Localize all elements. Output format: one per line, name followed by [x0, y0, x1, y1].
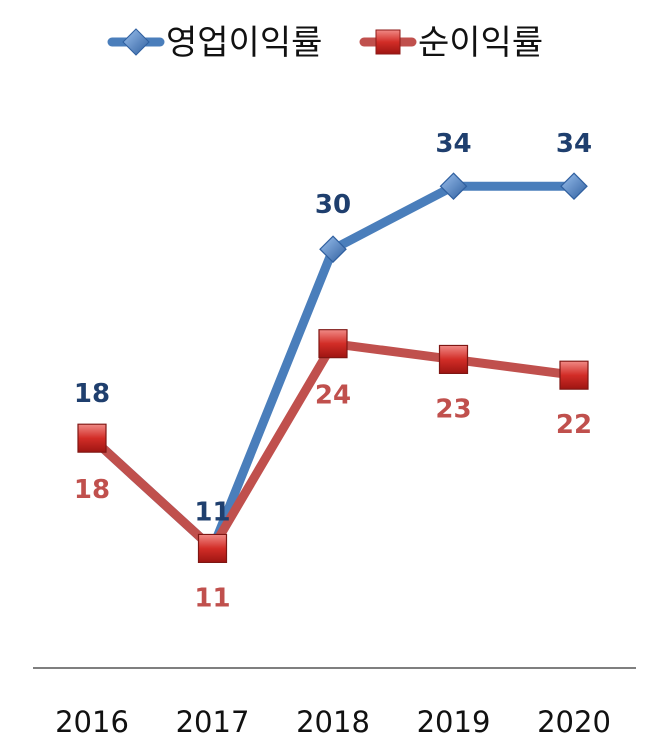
data-point-series-1[interactable] [319, 235, 347, 264]
data-label-series-2: 24 [315, 381, 351, 411]
data-point-series-2[interactable] [197, 533, 228, 564]
data-point-series-1[interactable] [439, 172, 468, 201]
data-label-series-1: 34 [556, 129, 592, 159]
data-label-series-1: 34 [435, 129, 471, 159]
data-point-series-2[interactable] [438, 344, 469, 375]
x-tick-label: 2020 [537, 705, 611, 739]
data-point-series-2[interactable] [77, 423, 107, 453]
data-point-series-2[interactable] [318, 329, 348, 359]
data-label-series-1: 18 [74, 379, 110, 409]
legend: 영업이익률 순이익률 [107, 23, 543, 63]
x-tick-label: 2018 [296, 705, 370, 739]
x-tick-label: 2019 [417, 705, 491, 739]
data-label-series-2: 11 [194, 583, 230, 613]
legend-marker-series-1 [122, 28, 150, 56]
data-label-series-1: 30 [315, 190, 351, 220]
legend-label-series-2: 순이익률 [418, 23, 543, 63]
data-label-series-2: 22 [556, 410, 592, 440]
legend-label-series-1: 영업이익률 [166, 23, 322, 63]
data-label-series-2: 23 [435, 394, 471, 424]
data-label-series-2: 18 [74, 475, 110, 505]
legend-item-series-1[interactable]: 영업이익률 [107, 23, 322, 63]
series-line-2 [87, 339, 579, 553]
data-point-series-1[interactable] [560, 172, 588, 201]
plot-area: 18 11 30 34 34 18 11 24 23 22 [74, 129, 592, 613]
legend-item-series-2[interactable]: 순이익률 [359, 23, 543, 63]
x-tick-label: 2017 [176, 705, 250, 739]
legend-marker-series-2 [375, 29, 401, 55]
data-label-series-1: 11 [194, 497, 230, 527]
x-axis-tick-labels: 2016 2017 2018 2019 2020 [55, 705, 611, 739]
data-point-series-2[interactable] [559, 360, 589, 390]
x-tick-label: 2016 [55, 705, 129, 739]
